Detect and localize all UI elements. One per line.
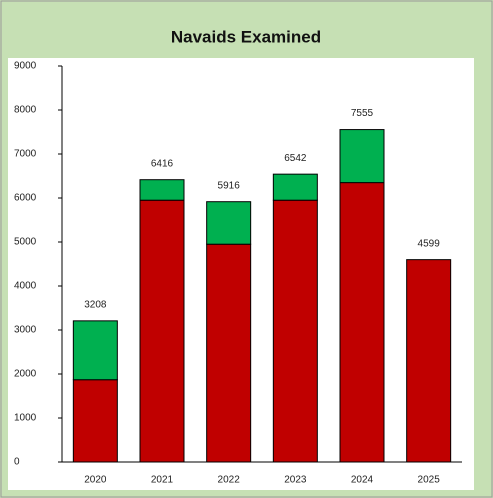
bar-segment <box>406 259 452 463</box>
y-tick-label: 9000 <box>14 61 37 72</box>
bar-segment <box>206 243 252 463</box>
total-label: 4599 <box>418 238 441 249</box>
y-tick-label: 5000 <box>14 237 37 248</box>
bar-segment <box>72 379 118 463</box>
x-tick-label: 2021 <box>151 475 174 486</box>
x-tick-label: 2024 <box>351 475 374 486</box>
x-tick-label: 2020 <box>84 475 107 486</box>
total-label: 6416 <box>151 158 174 169</box>
total-label: 3208 <box>84 299 107 310</box>
y-tick-label: 2000 <box>14 369 37 380</box>
x-tick-label: 2025 <box>418 475 441 486</box>
y-tick-label: 7000 <box>14 149 37 160</box>
y-tick-label: 1000 <box>14 413 37 424</box>
bar-segment <box>139 179 185 201</box>
bar-segment <box>339 129 385 184</box>
total-label: 7555 <box>351 108 374 119</box>
bar-segment <box>139 199 185 463</box>
bar-segment <box>206 201 252 245</box>
y-tick-label: 8000 <box>14 105 37 116</box>
y-tick-label: 0 <box>14 457 20 468</box>
bar-segment <box>272 199 318 463</box>
total-label: 6542 <box>284 153 307 164</box>
bar-segment <box>72 320 118 381</box>
y-tick-label: 4000 <box>14 281 37 292</box>
x-tick-label: 2023 <box>284 475 307 486</box>
bar-segment <box>272 173 318 201</box>
y-tick-label: 3000 <box>14 325 37 336</box>
x-tick-label: 2022 <box>218 475 241 486</box>
bar-segment <box>339 182 385 463</box>
chart-title: Navaids Examined <box>171 27 321 46</box>
y-tick-label: 6000 <box>14 193 37 204</box>
total-label: 5916 <box>218 180 241 191</box>
